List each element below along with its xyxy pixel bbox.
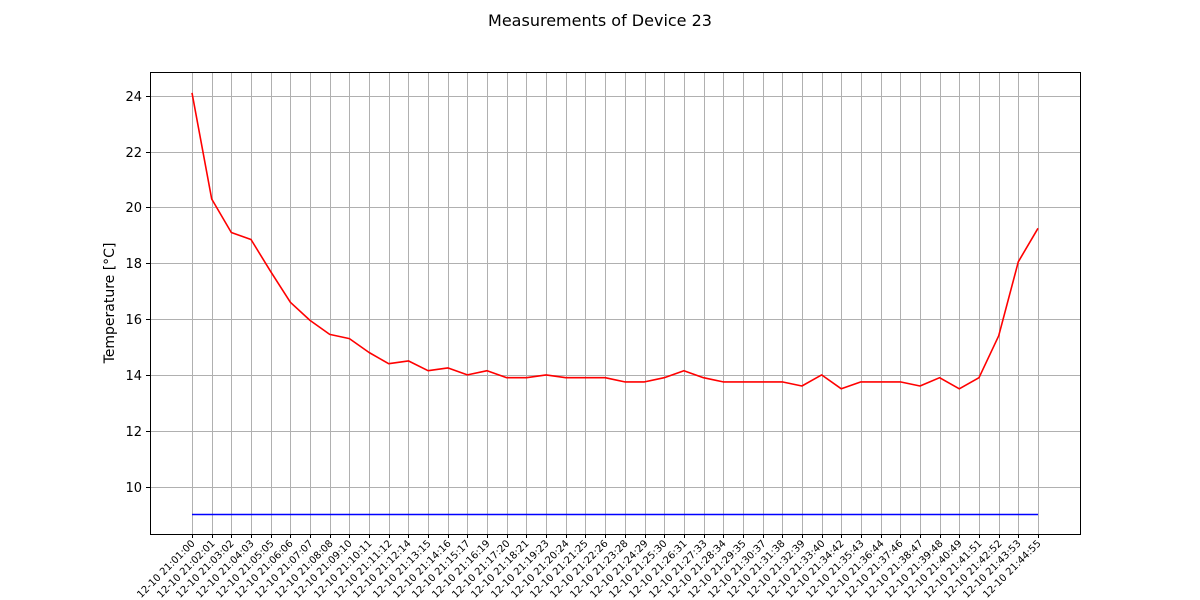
grid-layer [150, 72, 1080, 534]
y-tick-label: 22 [125, 146, 142, 161]
plot-frame [150, 72, 1081, 535]
y-ticks: 10 12 14 16 18 20 22 24 [125, 90, 150, 496]
series-line-1 [191, 92, 1039, 390]
y-tick-label: 16 [125, 313, 142, 328]
y-tick-label: 10 [125, 481, 142, 496]
series-layer [191, 92, 1039, 516]
y-tick-label: 24 [125, 90, 142, 105]
y-tick-label: 12 [125, 425, 142, 440]
y-tick-label: 14 [125, 369, 142, 384]
y-tick-label: 20 [125, 201, 142, 216]
y-axis-label: Temperature [°C] [102, 243, 118, 365]
y-tick-label: 18 [125, 257, 142, 272]
chart-title: Measurements of Device 23 [488, 11, 712, 30]
